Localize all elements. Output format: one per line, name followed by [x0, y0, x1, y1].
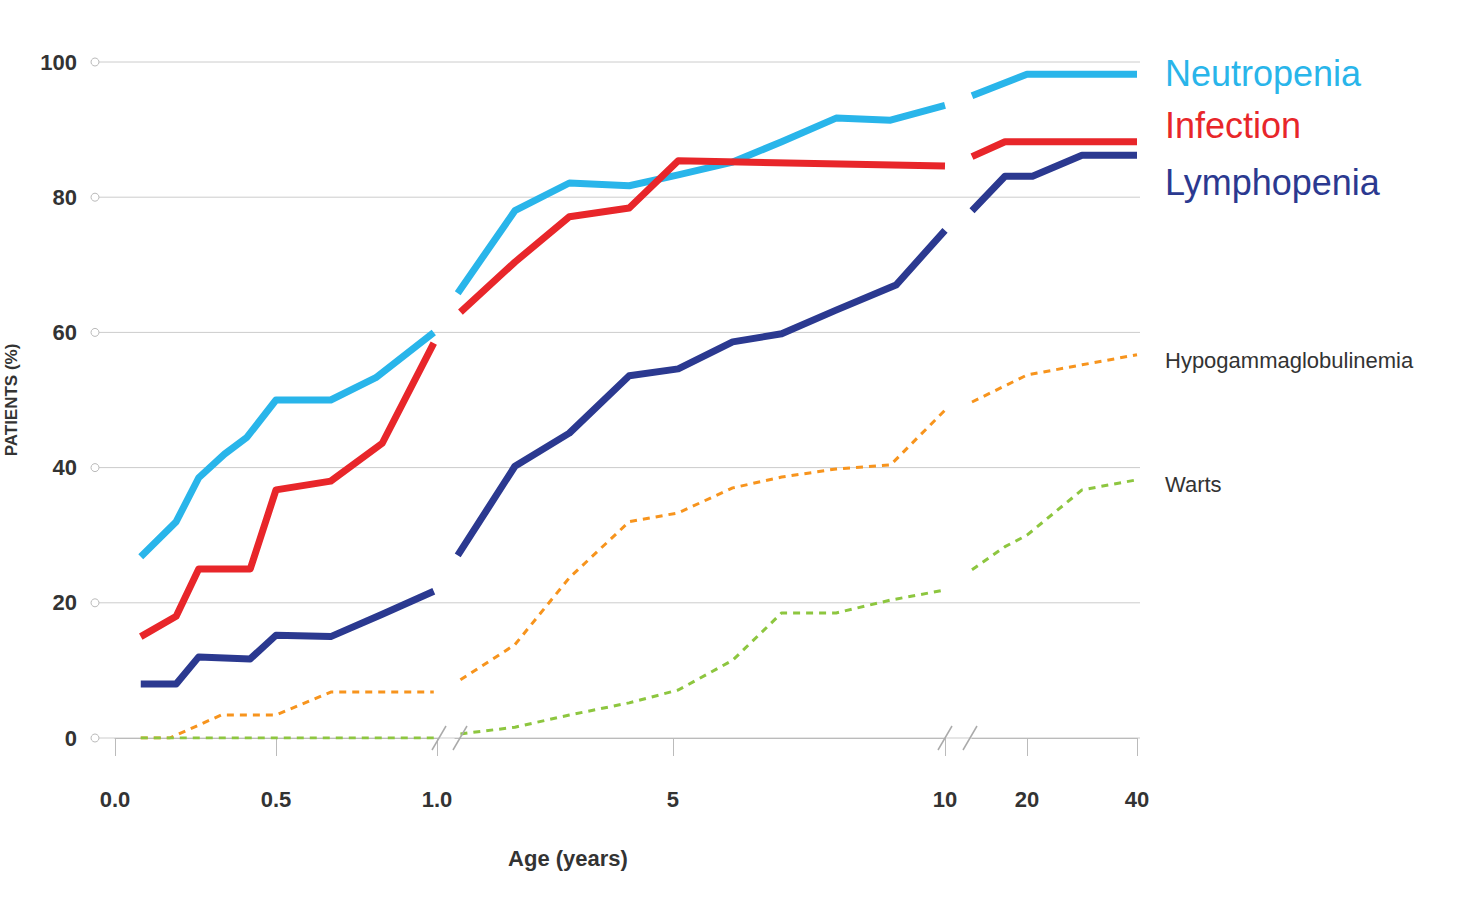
svg-text:5: 5: [667, 787, 679, 812]
svg-text:100: 100: [40, 50, 77, 75]
svg-text:40: 40: [53, 455, 77, 480]
svg-text:Neutropenia: Neutropenia: [1165, 53, 1362, 94]
svg-text:Warts: Warts: [1165, 472, 1222, 497]
svg-text:0.0: 0.0: [100, 787, 131, 812]
svg-text:10: 10: [933, 787, 957, 812]
svg-text:Lymphopenia: Lymphopenia: [1165, 162, 1381, 203]
svg-text:PATIENTS (%): PATIENTS (%): [2, 344, 21, 457]
svg-text:0: 0: [65, 726, 77, 751]
svg-text:20: 20: [1015, 787, 1039, 812]
svg-text:40: 40: [1125, 787, 1149, 812]
svg-text:0.5: 0.5: [261, 787, 292, 812]
svg-text:20: 20: [53, 590, 77, 615]
svg-text:Hypogammaglobulinemia: Hypogammaglobulinemia: [1165, 348, 1414, 373]
svg-text:Age (years): Age (years): [508, 846, 628, 871]
svg-text:60: 60: [53, 320, 77, 345]
svg-text:80: 80: [53, 185, 77, 210]
svg-text:1.0: 1.0: [422, 787, 453, 812]
svg-text:Infection: Infection: [1165, 105, 1301, 146]
